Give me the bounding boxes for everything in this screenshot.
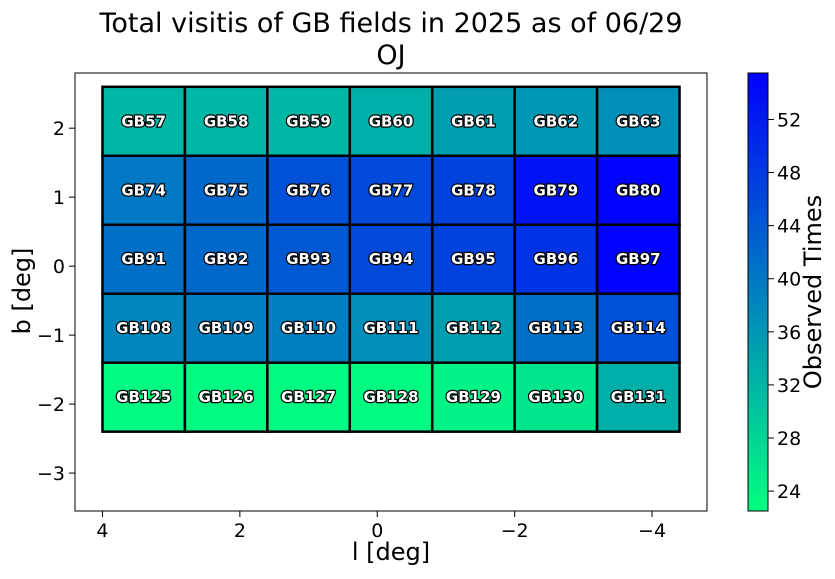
cell-label-gb62: GB62	[534, 112, 579, 130]
cell-label-gb59: GB59	[286, 112, 331, 130]
y-axis-ticks: 2 1 0 −1 −2 −3	[37, 118, 75, 485]
x-axis-label: l [deg]	[352, 538, 430, 566]
cell-label-gb127: GB127	[281, 388, 336, 406]
colorbar	[747, 72, 769, 512]
cell-label-gb92: GB92	[204, 250, 249, 268]
plot-frame	[74, 72, 708, 512]
colorbar-tick-label: 52	[777, 109, 801, 131]
heatmap-cell-gb113	[513, 292, 599, 364]
heatmap-cell-gb74	[101, 154, 187, 226]
x-axis-ticks: 4 2 0 −2 −4	[96, 511, 666, 542]
heatmap-cell-gb76	[266, 154, 352, 226]
cell-label-gb57: GB57	[121, 112, 166, 130]
cell-label-gb125: GB125	[116, 388, 171, 406]
colorbar-tick-label: 36	[777, 322, 801, 344]
cell-label-gb129: GB129	[446, 388, 501, 406]
y-tick-label: −3	[37, 463, 65, 485]
heatmap-cell-gb96	[513, 223, 599, 295]
heatmap-cell-gb92	[183, 223, 269, 295]
x-tick-label: 4	[96, 520, 108, 542]
cell-label-gb78: GB78	[451, 181, 496, 199]
heatmap-cell-gb95	[430, 223, 516, 295]
heatmap-cell-gb80	[595, 154, 681, 226]
cell-label-gb96: GB96	[534, 250, 579, 268]
cell-label-gb130: GB130	[528, 388, 583, 406]
cell-label-gb91: GB91	[121, 250, 166, 268]
y-tick-label: 2	[53, 118, 65, 140]
colorbar-tick-label: 32	[777, 375, 801, 397]
heatmap-cell-gb108	[101, 292, 187, 364]
cell-label-gb110: GB110	[281, 319, 336, 337]
cell-label-gb114: GB114	[611, 319, 666, 337]
y-tick-label: −1	[37, 325, 65, 347]
cell-label-gb95: GB95	[451, 250, 496, 268]
x-tick-label: 0	[371, 520, 383, 542]
colorbar-tick-label: 40	[777, 269, 801, 291]
cell-label-gb77: GB77	[369, 181, 414, 199]
x-tick-label: −2	[501, 520, 529, 542]
heatmap-cell-gb125	[101, 361, 187, 433]
cell-label-gb74: GB74	[121, 181, 166, 199]
cell-label-gb97: GB97	[616, 250, 661, 268]
cell-label-gb126: GB126	[199, 388, 254, 406]
heatmap-cell-gb93	[266, 223, 352, 295]
x-tick-label: 2	[234, 520, 246, 542]
cell-label-gb131: GB131	[611, 388, 666, 406]
colorbar-tick-label: 28	[777, 428, 801, 450]
heatmap-cell-gb57	[101, 85, 187, 158]
heatmap-cells	[101, 85, 681, 433]
heatmap-cell-gb130	[513, 361, 599, 433]
chart-subtitle: OJ	[376, 40, 405, 71]
cell-label-gb108: GB108	[116, 319, 171, 337]
cell-label-gb58: GB58	[204, 112, 249, 130]
cell-label-gb60: GB60	[369, 112, 414, 130]
colorbar-tick-label: 44	[777, 216, 801, 238]
y-axis-label: b [deg]	[8, 248, 36, 335]
cell-label-gb79: GB79	[534, 181, 579, 199]
cell-label-gb112: GB112	[446, 319, 501, 337]
heatmap-cell-labels: GB57 GB58 GB59 GB60 GB61 GB62 GB63 GB74 GB75 GB76…	[115, 111, 667, 407]
cell-label-gb63: GB63	[616, 112, 661, 130]
cell-label-gb76: GB76	[286, 181, 331, 199]
cell-label-gb61: GB61	[451, 112, 496, 130]
heatmap-cell-gb131	[595, 361, 681, 433]
cell-label-gb113: GB113	[528, 319, 583, 337]
y-tick-label: 1	[53, 187, 65, 209]
cell-label-gb75: GB75	[204, 181, 249, 199]
y-tick-label: −2	[37, 394, 65, 416]
cell-label-gb94: GB94	[369, 250, 414, 268]
cell-label-gb93: GB93	[286, 250, 331, 268]
cell-label-gb128: GB128	[363, 388, 418, 406]
colorbar-tick-label: 24	[777, 481, 801, 503]
heatmap-cell-gb97	[595, 223, 681, 295]
heatmap-cell-gb127	[266, 361, 352, 433]
colorbar-tick-label: 48	[777, 163, 801, 185]
colorbar-ticks: 24 28 32 36 40 44 48 52	[768, 109, 801, 503]
chart-title: Total visitis of GB fields in 2025 as of…	[98, 8, 682, 39]
heatmap-cell-gb62	[513, 85, 599, 158]
colorbar-label: Observed Times	[799, 195, 827, 389]
cell-label-gb111: GB111	[363, 319, 418, 337]
cell-label-gb80: GB80	[616, 181, 661, 199]
y-tick-label: 0	[53, 256, 65, 278]
heatmap-cell-gb78	[430, 154, 516, 226]
cell-label-gb109: GB109	[199, 319, 254, 337]
heatmap-cell-gb109	[183, 292, 269, 364]
x-tick-label: −4	[638, 520, 666, 542]
